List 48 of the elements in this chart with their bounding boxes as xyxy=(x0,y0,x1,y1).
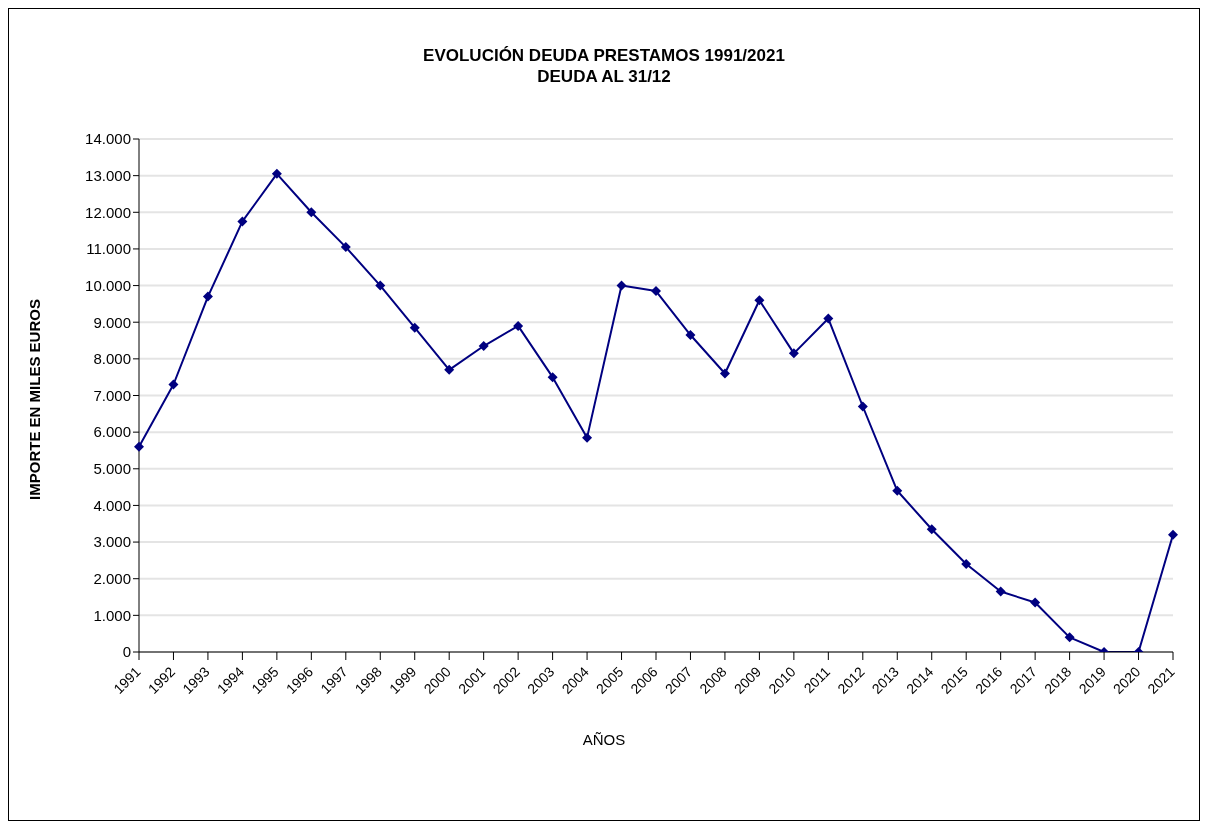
point xyxy=(651,286,661,297)
y-tick-label: 4.000 xyxy=(93,496,131,514)
point xyxy=(719,368,730,379)
point xyxy=(788,348,799,359)
point xyxy=(237,216,248,227)
point xyxy=(582,432,593,443)
y-tick-label: 11.000 xyxy=(86,240,131,258)
point xyxy=(202,291,213,302)
y-tick-label: 6.000 xyxy=(93,423,131,441)
y-tick-label: 7.000 xyxy=(93,386,131,404)
y-tick-label: 14.000 xyxy=(85,130,131,148)
point xyxy=(444,364,455,375)
y-tick-label: 3.000 xyxy=(93,533,131,551)
point xyxy=(134,441,144,452)
y-tick-label: 2.000 xyxy=(93,570,131,588)
point xyxy=(823,313,834,324)
y-tick-label: 1.000 xyxy=(93,606,131,624)
point xyxy=(478,341,489,352)
y-tick-label: 5.000 xyxy=(93,460,131,478)
point xyxy=(892,485,903,496)
point xyxy=(926,524,937,535)
point xyxy=(340,242,351,253)
x-axis-title: AÑOS xyxy=(581,731,627,748)
y-tick-label: 8.000 xyxy=(93,350,131,368)
chart-title: EVOLUCIÓN DEUDA PRESTAMOS 1991/2021 xyxy=(422,45,786,66)
y-tick-label: 9.000 xyxy=(93,313,131,331)
point xyxy=(547,372,558,383)
point xyxy=(857,401,868,412)
point xyxy=(995,586,1006,597)
point xyxy=(1030,597,1041,608)
y-tick-label: 0 xyxy=(122,643,131,661)
y-tick-label: 13.000 xyxy=(85,166,131,184)
y-tick-label: 12.000 xyxy=(85,203,131,221)
point xyxy=(271,168,282,179)
point xyxy=(168,379,179,390)
y-tick-label: 10.000 xyxy=(85,276,131,294)
point xyxy=(961,559,972,570)
point xyxy=(409,322,420,333)
point xyxy=(616,280,627,291)
point xyxy=(375,280,386,291)
point xyxy=(754,295,765,306)
point xyxy=(1168,529,1178,540)
point xyxy=(306,207,317,218)
point xyxy=(1064,632,1075,643)
point xyxy=(513,320,524,331)
y-axis-title: IMPORTE EN MILES EUROS xyxy=(25,298,43,500)
point xyxy=(685,330,696,341)
chart-subtitle: DEUDA AL 31/12 xyxy=(536,66,672,87)
